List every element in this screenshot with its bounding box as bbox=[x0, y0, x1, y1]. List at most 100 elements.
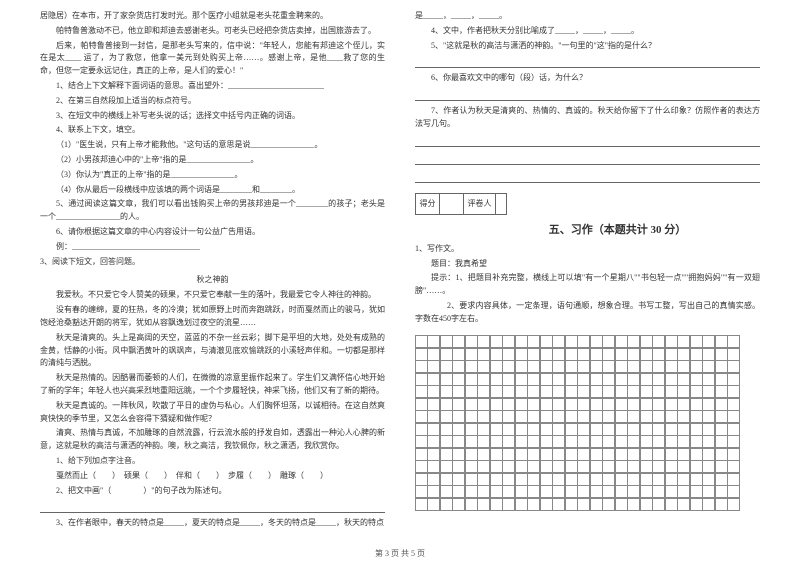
grid-cell bbox=[690, 435, 703, 448]
grid-cell bbox=[602, 360, 615, 373]
grid-cell bbox=[565, 335, 578, 348]
grid-cell bbox=[652, 485, 665, 498]
grid-cell bbox=[652, 435, 665, 448]
grid-cell bbox=[665, 398, 678, 411]
grid-cell bbox=[627, 385, 640, 398]
grid-cell bbox=[640, 485, 653, 498]
grid-cell bbox=[652, 498, 665, 511]
grid-cell bbox=[415, 410, 428, 423]
grid-cell bbox=[515, 498, 528, 511]
question: 6、你最喜欢文中的哪句（段）话，为什么？ bbox=[415, 72, 760, 85]
grid-cell bbox=[565, 398, 578, 411]
grid-cell bbox=[665, 373, 678, 386]
grid-row bbox=[415, 423, 760, 436]
grid-cell bbox=[490, 423, 503, 436]
grid-cell bbox=[615, 460, 628, 473]
grid-cell bbox=[727, 448, 740, 461]
grid-cell bbox=[477, 348, 490, 361]
grid-cell bbox=[727, 498, 740, 511]
grid-cell bbox=[577, 423, 590, 436]
grid-cell bbox=[590, 410, 603, 423]
grid-cell bbox=[702, 473, 715, 486]
composition-grid bbox=[415, 336, 760, 511]
answer-line bbox=[415, 89, 760, 101]
writing-q: 1、写作文。 bbox=[415, 243, 760, 256]
grid-cell bbox=[515, 473, 528, 486]
grid-cell bbox=[527, 410, 540, 423]
grid-cell bbox=[615, 473, 628, 486]
grid-cell bbox=[677, 360, 690, 373]
grid-cell bbox=[652, 360, 665, 373]
question: 5、通过阅读这篇文章，我们可以看出钱购买上帝的男孩邦迪是一个________的孩… bbox=[40, 198, 385, 224]
grid-cell bbox=[565, 460, 578, 473]
grid-cell bbox=[527, 385, 540, 398]
grid-cell bbox=[427, 385, 440, 398]
left-column: 居隐居）在本市，开了家杂货店打发时光。那个医疗小组就是老头花重金聘来的。 帕特鲁… bbox=[40, 10, 385, 532]
grid-cell bbox=[465, 373, 478, 386]
grid-cell bbox=[515, 423, 528, 436]
grid-cell bbox=[702, 398, 715, 411]
grid-cell bbox=[627, 498, 640, 511]
grid-cell bbox=[727, 398, 740, 411]
grid-cell bbox=[615, 398, 628, 411]
grid-cell bbox=[502, 473, 515, 486]
grid-cell bbox=[415, 385, 428, 398]
score-label: 得分 bbox=[416, 194, 440, 214]
grid-cell bbox=[552, 410, 565, 423]
grid-row bbox=[415, 348, 760, 361]
grid-cell bbox=[727, 348, 740, 361]
grid-cell bbox=[452, 398, 465, 411]
grid-cell bbox=[515, 373, 528, 386]
grid-cell bbox=[490, 360, 503, 373]
grid-row bbox=[415, 436, 760, 449]
writing-topic: 题目：我真希望 bbox=[415, 258, 760, 271]
grid-cell bbox=[415, 360, 428, 373]
question-sub: （3）你认为"真正的上帝"指的是________________。 bbox=[40, 169, 385, 182]
grid-cell bbox=[540, 335, 553, 348]
grid-cell bbox=[615, 435, 628, 448]
grid-cell bbox=[552, 373, 565, 386]
question: 6、请你根据这篇文章的中心内容设计一句公益广告用语。 bbox=[40, 226, 385, 239]
grid-cell bbox=[440, 335, 453, 348]
grid-cell bbox=[577, 498, 590, 511]
grid-cell bbox=[677, 373, 690, 386]
grid-cell bbox=[577, 348, 590, 361]
grid-cell bbox=[502, 348, 515, 361]
grid-cell bbox=[502, 423, 515, 436]
grid-cell bbox=[702, 435, 715, 448]
grid-cell bbox=[527, 460, 540, 473]
grid-cell bbox=[652, 335, 665, 348]
grid-cell bbox=[702, 360, 715, 373]
score-blank bbox=[440, 194, 464, 214]
grid-cell bbox=[690, 385, 703, 398]
grid-cell bbox=[627, 448, 640, 461]
question-cont: 是_____，_____，_____。 bbox=[415, 10, 760, 23]
grid-cell bbox=[577, 360, 590, 373]
grid-cell bbox=[652, 410, 665, 423]
grid-cell bbox=[677, 410, 690, 423]
grid-cell bbox=[565, 373, 578, 386]
answer-line bbox=[415, 56, 760, 68]
grid-cell bbox=[577, 398, 590, 411]
grid-cell bbox=[477, 410, 490, 423]
grid-cell bbox=[665, 498, 678, 511]
grid-cell bbox=[477, 373, 490, 386]
grid-cell bbox=[715, 460, 728, 473]
grid-cell bbox=[615, 498, 628, 511]
grid-cell bbox=[702, 448, 715, 461]
grid-cell bbox=[590, 498, 603, 511]
para: 帕特鲁普激动不已，他立即和邦迪去感谢老头。可老头已经把杂货店卖掉，出国旅游去了。 bbox=[40, 25, 385, 38]
grid-cell bbox=[577, 435, 590, 448]
grid-cell bbox=[440, 398, 453, 411]
question: 4、联系上下文，填空。 bbox=[40, 124, 385, 137]
grid-cell bbox=[477, 435, 490, 448]
grid-cell bbox=[452, 473, 465, 486]
grid-cell bbox=[440, 423, 453, 436]
grid-cell bbox=[577, 385, 590, 398]
grid-cell bbox=[627, 410, 640, 423]
grid-cell bbox=[602, 460, 615, 473]
grid-cell bbox=[440, 410, 453, 423]
grid-cell bbox=[527, 335, 540, 348]
grid-cell bbox=[615, 335, 628, 348]
grid-cell bbox=[665, 448, 678, 461]
